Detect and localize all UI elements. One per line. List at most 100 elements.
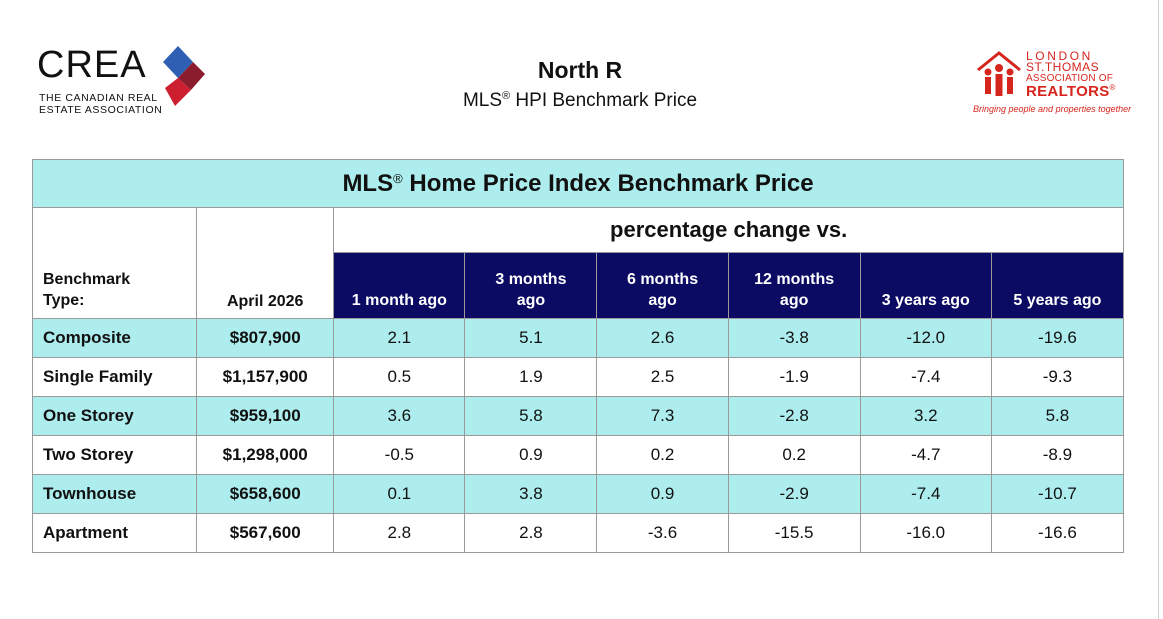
percent-change-cell: -2.9	[727, 474, 861, 514]
period-header: 3 years ago	[859, 252, 992, 319]
benchmark-price-cell: $658,600	[196, 474, 335, 514]
percent-change-cell: -8.9	[990, 435, 1125, 475]
crea-wordmark: CREA	[37, 44, 147, 86]
benchmark-price-cell: $807,900	[196, 318, 335, 358]
board-name-line4: REALTORS®	[1026, 83, 1116, 100]
period-header-line1: 3 months	[495, 271, 567, 288]
table-row: Apartment $567,600 2.8 2.8 -3.6 -15.5 -16.0 -16…	[31, 513, 1125, 553]
percent-change-cell: 2.8	[464, 513, 598, 553]
board-registered-mark: ®	[1109, 83, 1116, 92]
percent-change-cell: 2.8	[333, 513, 466, 553]
benchmark-price-cell: $567,600	[196, 513, 335, 553]
percent-change-cell: -3.8	[727, 318, 861, 358]
percent-change-cell: 2.6	[596, 318, 729, 358]
table-body: Composite $807,900 2.1 5.1 2.6 -3.8 -12.0 -19.6…	[31, 318, 1125, 553]
page-subtitle: MLS® HPI Benchmark Price	[380, 84, 780, 113]
period-header-line1: 5 years ago	[1013, 292, 1102, 309]
percent-change-cell: -7.4	[859, 357, 992, 397]
percent-change-cell: -12.0	[859, 318, 992, 358]
percent-change-cell: -16.6	[990, 513, 1125, 553]
percent-change-cell: 5.8	[990, 396, 1125, 436]
benchmark-type-cell: Two Storey	[31, 435, 198, 475]
period-header: 5 years ago	[990, 252, 1125, 319]
percent-change-cell: 0.9	[464, 435, 598, 475]
period-header-line2: ago	[648, 292, 677, 309]
board-realtors: REALTORS	[1026, 83, 1110, 100]
percent-change-cell: -7.4	[859, 474, 992, 514]
benchmark-header-line1: Benchmark	[43, 271, 131, 288]
crea-subtitle: THE CANADIAN REAL ESTATE ASSOCIATION	[39, 92, 162, 116]
table-row: Townhouse $658,600 0.1 3.8 0.9 -2.9 -7.4 -10.7	[31, 474, 1125, 514]
percent-change-cell: -15.5	[727, 513, 861, 553]
benchmark-type-cell: Composite	[31, 318, 198, 358]
period-header-line2: ago	[779, 292, 809, 309]
percent-change-cell: 0.5	[333, 357, 466, 397]
board-people-icon	[977, 51, 1021, 96]
percent-change-cell: 3.2	[859, 396, 992, 436]
page-title: North R	[537, 57, 623, 83]
percent-change-cell: -3.6	[596, 513, 729, 553]
page-header: North R MLS® HPI Benchmark Price	[380, 56, 780, 113]
percent-change-cell: 5.8	[464, 396, 598, 436]
period-header-line1: 6 months	[626, 271, 699, 288]
period-header-line1: 12 months	[754, 271, 835, 288]
benchmark-type-cell: One Storey	[31, 396, 198, 436]
table-row: One Storey $959,100 3.6 5.8 7.3 -2.8 3.2 5.8	[31, 396, 1125, 436]
board-name-line1: LONDON	[1026, 49, 1093, 63]
percent-change-cell: -16.0	[859, 513, 992, 553]
crea-subtitle-line2: ESTATE ASSOCIATION	[39, 104, 163, 116]
crea-diamond-icon	[163, 46, 205, 106]
percent-change-cell: -9.3	[990, 357, 1125, 397]
page-edge-line	[1158, 0, 1159, 619]
benchmark-price-cell: $959,100	[196, 396, 335, 436]
percent-change-cell: 5.1	[464, 318, 598, 358]
crea-subtitle-line1: THE CANADIAN REAL	[39, 92, 158, 104]
percent-change-cell: 0.9	[596, 474, 729, 514]
percent-change-cell: -2.8	[727, 396, 861, 436]
benchmark-type-header: Benchmark Type:	[31, 207, 198, 319]
benchmark-price-cell: $1,157,900	[196, 357, 335, 397]
percent-change-cell: 0.1	[333, 474, 466, 514]
period-header-line1: 3 years ago	[881, 292, 970, 309]
period-header-row: 1 month ago 3 months ago 6 months ago 12 mont…	[33, 252, 1125, 319]
subtitle-mls: MLS	[462, 90, 503, 111]
percent-change-cell: 2.1	[333, 318, 466, 358]
subtitle-registered-mark: ®	[502, 90, 511, 102]
benchmark-type-cell: Apartment	[31, 513, 198, 553]
benchmark-price-cell: $1,298,000	[196, 435, 335, 475]
percent-change-cell: -4.7	[859, 435, 992, 475]
period-header-line1: 1 month ago	[351, 292, 447, 309]
table-title-rest: Home Price Index Benchmark Price	[402, 169, 814, 197]
percent-change-cell: 0.2	[596, 435, 729, 475]
board-logo: LONDON ST.THOMAS ASSOCIATION OF REALTORS…	[972, 49, 1131, 120]
board-tagline: Bringing people and properties together	[973, 104, 1132, 114]
percentage-change-header: percentage change vs.	[333, 207, 1124, 253]
benchmark-header-line2: Type:	[43, 292, 85, 309]
table-row: Single Family $1,157,900 0.5 1.9 2.5 -1.9 -7.4…	[31, 357, 1125, 397]
board-name-line2: ST.THOMAS	[1026, 60, 1100, 74]
percent-change-cell: -0.5	[333, 435, 466, 475]
percent-change-cell: 2.5	[596, 357, 729, 397]
period-header: 3 months ago	[464, 252, 598, 319]
percent-change-cell: 1.9	[464, 357, 598, 397]
table-row: Composite $807,900 2.1 5.1 2.6 -3.8 -12.0 -19.6	[31, 318, 1125, 358]
benchmark-type-cell: Single Family	[31, 357, 198, 397]
percent-change-cell: 3.6	[333, 396, 466, 436]
percent-change-cell: -1.9	[727, 357, 861, 397]
percent-change-cell: -10.7	[990, 474, 1125, 514]
benchmark-type-cell: Townhouse	[31, 474, 198, 514]
period-header: 12 months ago	[727, 252, 861, 319]
month-header: April 2026	[196, 207, 335, 319]
percent-change-cell: 3.8	[464, 474, 598, 514]
period-header-line2: ago	[516, 292, 546, 309]
table-title-mls: MLS	[342, 169, 394, 197]
table-title: MLS® Home Price Index Benchmark Price	[32, 159, 1124, 208]
percent-change-cell: 0.2	[727, 435, 861, 475]
table-row: Two Storey $1,298,000 -0.5 0.9 0.2 0.2 -4.7 -8.…	[31, 435, 1125, 475]
hpi-benchmark-table: MLS® Home Price Index Benchmark Price Be…	[31, 159, 1125, 553]
crea-logo: CREA THE CANADIAN REAL ESTATE ASSOCIATIO…	[37, 44, 212, 116]
board-name-line3: ASSOCIATION OF	[1026, 73, 1114, 84]
percent-change-cell: -19.6	[990, 318, 1125, 358]
period-header: 6 months ago	[596, 252, 729, 319]
period-header: 1 month ago	[333, 252, 466, 319]
